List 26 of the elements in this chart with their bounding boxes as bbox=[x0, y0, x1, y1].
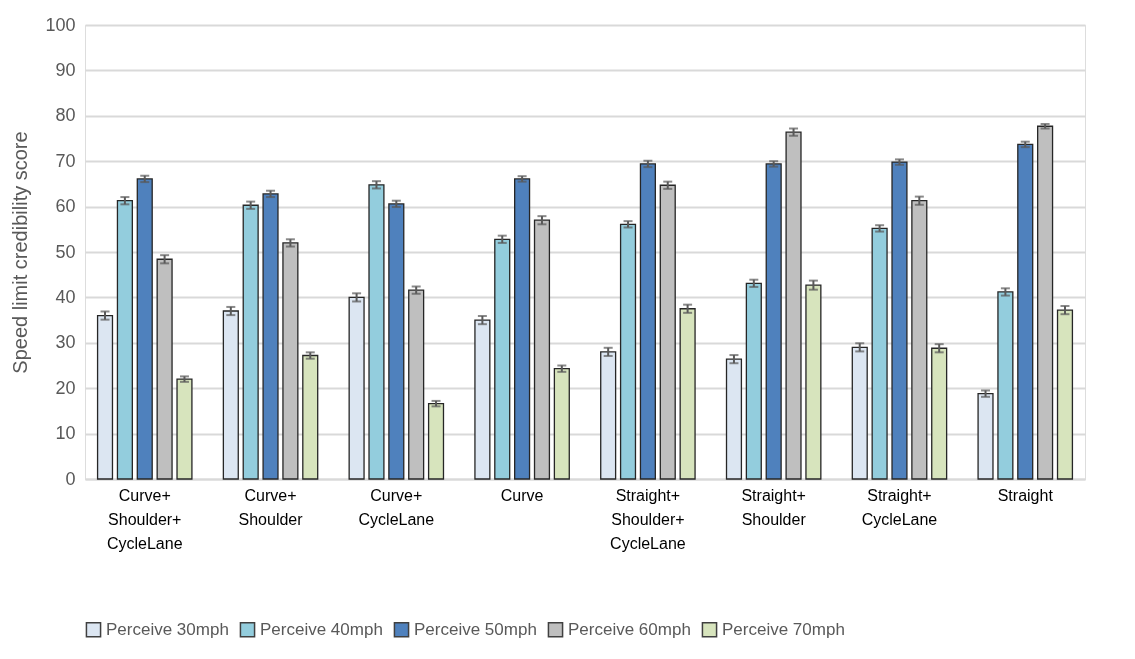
y-tick-label: 20 bbox=[55, 377, 76, 398]
y-tick-label: 90 bbox=[55, 59, 76, 80]
x-tick-label: Curve+ Shoulder bbox=[238, 486, 304, 528]
x-tick-label: Curve bbox=[500, 486, 544, 504]
y-tick-label: 10 bbox=[55, 423, 76, 444]
legend-label: Perceive 40mph bbox=[260, 619, 383, 639]
y-tick-label: 50 bbox=[55, 241, 76, 262]
y-tick-label: 0 bbox=[65, 468, 76, 489]
y-axis-title: Speed limit credibility score bbox=[9, 131, 32, 374]
x-tick-label: Straight+ Shoulder+ CycleLane bbox=[610, 486, 686, 552]
legend-label: Perceive 30mph bbox=[106, 619, 229, 639]
y-tick-label: 100 bbox=[45, 14, 76, 35]
y-tick-label: 30 bbox=[55, 332, 76, 353]
x-tick-label: Straight+ Shoulder bbox=[741, 486, 807, 528]
y-tick-label: 40 bbox=[55, 286, 76, 307]
y-tick-label: 60 bbox=[55, 196, 76, 217]
x-tick-label: Straight+ CycleLane bbox=[861, 486, 938, 528]
x-tick-label: Curve+ Shoulder+ CycleLane bbox=[106, 486, 183, 552]
bar bbox=[1037, 125, 1054, 480]
x-tick-label: Curve+ CycleLane bbox=[358, 486, 435, 528]
x-tick-label: Straight bbox=[997, 486, 1054, 504]
y-tick-label: 80 bbox=[55, 105, 76, 126]
y-tick-label: 70 bbox=[55, 150, 76, 171]
legend-label: Perceive 70mph bbox=[722, 619, 845, 639]
legend-label: Perceive 50mph bbox=[414, 619, 537, 639]
legend-label: Perceive 60mph bbox=[568, 619, 691, 639]
